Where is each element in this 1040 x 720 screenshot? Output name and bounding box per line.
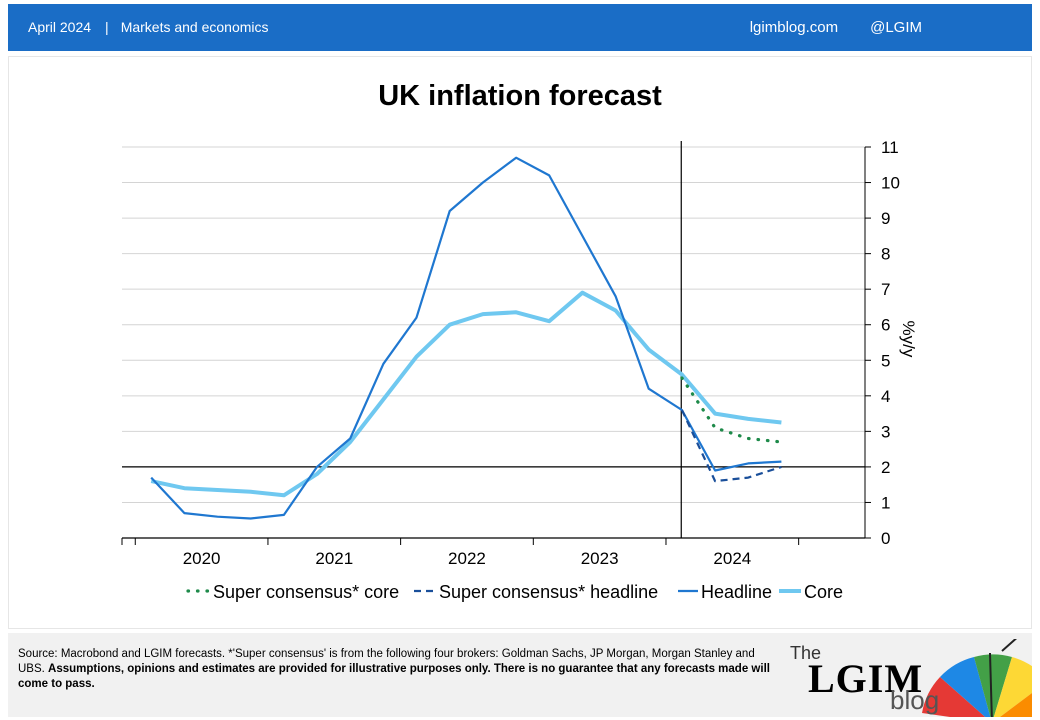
- header-left: April 2024 | Markets and economics: [28, 19, 269, 35]
- x-tick-label: 2021: [315, 549, 353, 568]
- header-right: lgimblog.com @LGIM: [750, 19, 922, 36]
- y-tick-label: 7: [881, 280, 890, 299]
- footer: Source: Macrobond and LGIM forecasts. *'…: [8, 633, 1032, 717]
- y-tick-label: 10: [881, 174, 900, 193]
- disclaimer-text: Assumptions, opinions and estimates are …: [18, 663, 770, 690]
- y-tick-label: 4: [881, 387, 890, 406]
- header-date: April 2024: [28, 19, 92, 35]
- legend-label: Core: [804, 582, 843, 602]
- logo-the: The: [790, 643, 822, 663]
- series-line-headline: [150, 156, 782, 520]
- site-link[interactable]: lgimblog.com: [749, 19, 839, 36]
- umbrella-icon: [922, 639, 1032, 717]
- header-bar: April 2024 | Markets and economics lgimblo…: [8, 4, 1032, 51]
- series-line-super-consensus-headline: [680, 409, 782, 483]
- source-note: Source: Macrobond and LGIM forecasts. *'…: [18, 647, 783, 692]
- header-category[interactable]: Markets and economics: [120, 19, 269, 35]
- header-separator: |: [105, 19, 109, 35]
- y-tick-label: 11: [881, 138, 899, 157]
- y-tick-label: 0: [881, 529, 890, 548]
- x-tick-label: 2023: [581, 549, 619, 568]
- chart-title: UK inflation forecast: [378, 80, 662, 112]
- lgim-blog-logo[interactable]: The LGIM blog: [778, 639, 1032, 717]
- logo-name: LGIM: [808, 656, 924, 701]
- series-line-super-consensus-core: [680, 376, 784, 444]
- legend-label: Super consensus* headline: [439, 582, 658, 602]
- y-axis-label: %y/y: [899, 321, 918, 358]
- y-tick-label: 8: [881, 245, 890, 264]
- x-tick-label: 2020: [183, 549, 221, 568]
- legend-label: Headline: [701, 582, 772, 602]
- y-tick-label: 9: [881, 209, 890, 228]
- source-text: Source: Macrobond and LGIM forecasts. *'…: [18, 648, 755, 675]
- y-tick-label: 5: [881, 351, 890, 370]
- y-tick-label: 6: [881, 316, 890, 335]
- x-tick-label: 2022: [448, 549, 486, 568]
- chart-panel: [8, 56, 1032, 629]
- y-tick-label: 3: [881, 422, 890, 441]
- legend-label: Super consensus* core: [213, 582, 399, 602]
- twitter-handle-link[interactable]: @LGIM: [870, 19, 922, 36]
- x-tick-label: 2024: [713, 549, 751, 568]
- y-tick-label: 2: [881, 458, 890, 477]
- series-line-core: [150, 290, 782, 498]
- logo-blog: blog: [890, 685, 940, 715]
- y-tick-label: 1: [881, 493, 890, 512]
